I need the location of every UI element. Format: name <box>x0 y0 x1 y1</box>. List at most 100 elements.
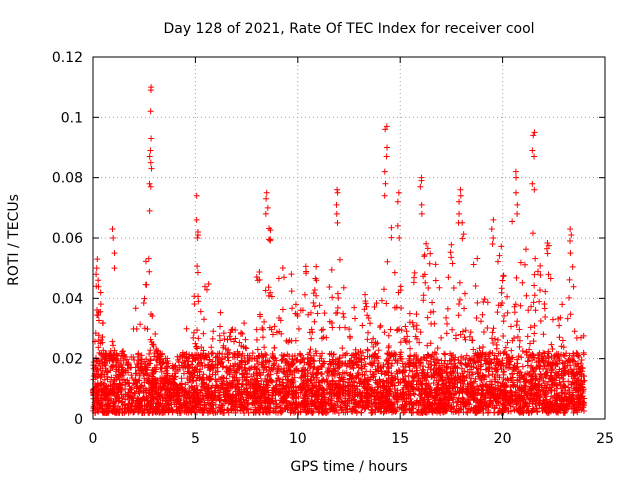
data-point <box>127 393 134 400</box>
data-point <box>351 379 358 386</box>
data-point <box>151 375 158 382</box>
data-point <box>450 368 457 375</box>
data-point <box>416 339 423 346</box>
data-point <box>197 308 204 315</box>
data-point <box>149 367 156 374</box>
data-point <box>391 269 398 276</box>
data-point <box>537 272 544 279</box>
data-point <box>313 263 320 270</box>
data-point <box>271 361 278 368</box>
data-point <box>447 249 454 256</box>
data-point <box>203 286 210 293</box>
data-point <box>200 371 207 378</box>
data-point <box>510 403 517 410</box>
data-point <box>469 383 476 390</box>
data-point <box>194 263 201 270</box>
data-point <box>120 357 127 364</box>
data-point <box>435 381 442 388</box>
data-point <box>224 369 231 376</box>
data-point <box>181 408 188 415</box>
data-point <box>320 326 327 333</box>
data-point <box>572 361 579 368</box>
data-point <box>495 400 502 407</box>
data-point <box>359 322 366 329</box>
data-point <box>370 374 377 381</box>
data-point <box>341 370 348 377</box>
data-point <box>511 309 518 316</box>
data-point <box>406 319 413 326</box>
data-point <box>494 379 501 386</box>
data-point <box>224 350 231 357</box>
data-point <box>313 383 320 390</box>
data-point <box>236 339 243 346</box>
data-point <box>244 391 251 398</box>
data-point <box>335 409 342 416</box>
data-point <box>487 349 494 356</box>
data-point <box>534 408 541 415</box>
data-point <box>157 359 164 366</box>
data-point <box>305 383 312 390</box>
data-point <box>406 405 413 412</box>
data-point <box>220 330 227 337</box>
data-point <box>364 336 371 343</box>
data-point <box>235 390 242 397</box>
data-point <box>292 394 299 401</box>
data-point <box>351 304 358 311</box>
data-point <box>516 337 523 344</box>
data-point <box>536 377 543 384</box>
data-point <box>286 366 293 373</box>
data-point <box>337 403 344 410</box>
data-point <box>209 350 216 357</box>
data-point <box>118 399 125 406</box>
data-point <box>578 357 585 364</box>
data-point <box>320 360 327 367</box>
data-point <box>467 357 474 364</box>
data-point <box>494 258 501 265</box>
data-point <box>398 305 405 312</box>
data-point <box>471 353 478 360</box>
data-point <box>280 274 287 281</box>
data-point <box>480 409 487 416</box>
data-point <box>175 368 182 375</box>
data-point <box>510 374 517 381</box>
data-point <box>487 360 494 367</box>
data-point <box>580 332 587 339</box>
data-point <box>475 403 482 410</box>
data-point <box>333 380 340 387</box>
data-point <box>450 399 457 406</box>
data-point <box>312 348 319 355</box>
data-point <box>453 408 460 415</box>
data-point <box>177 385 184 392</box>
data-point <box>323 401 330 408</box>
data-point <box>184 375 191 382</box>
data-point <box>508 347 515 354</box>
data-point <box>521 261 528 268</box>
data-point <box>209 335 216 342</box>
data-point <box>525 307 532 314</box>
data-point <box>509 354 516 361</box>
data-point <box>555 315 562 322</box>
data-point <box>232 360 239 367</box>
data-point <box>284 390 291 397</box>
data-point <box>145 255 152 262</box>
data-point <box>519 363 526 370</box>
data-point <box>301 359 308 366</box>
data-point <box>289 305 296 312</box>
data-point <box>505 359 512 366</box>
data-point <box>95 317 102 324</box>
data-point <box>540 365 547 372</box>
data-point <box>325 372 332 379</box>
data-point <box>196 399 203 406</box>
data-point <box>298 358 305 365</box>
data-point <box>421 375 428 382</box>
data-point <box>537 371 544 378</box>
data-point <box>404 383 411 390</box>
data-point <box>385 342 392 349</box>
data-point <box>545 242 552 249</box>
data-point <box>436 400 443 407</box>
data-point <box>460 398 467 405</box>
data-point <box>194 345 201 352</box>
data-point <box>137 321 144 328</box>
data-point <box>375 383 382 390</box>
data-point <box>480 372 487 379</box>
